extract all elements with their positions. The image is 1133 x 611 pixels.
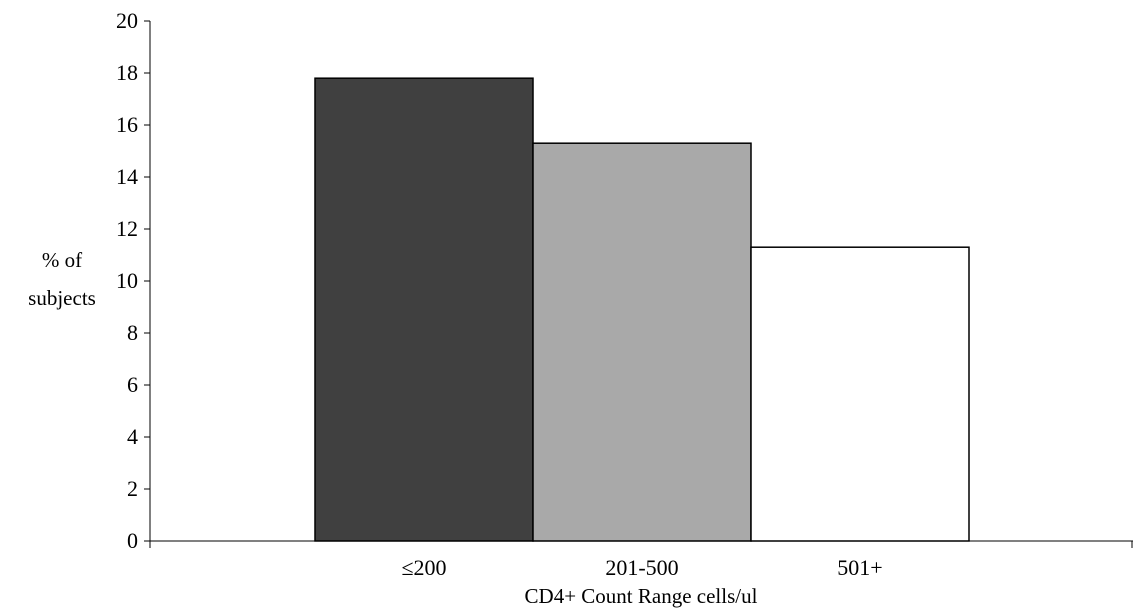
y-tick-label: 0 xyxy=(127,528,138,553)
y-tick-label: 8 xyxy=(127,320,138,345)
y-tick-label: 12 xyxy=(116,216,138,241)
y-axis-title-line-2: subjects xyxy=(28,286,96,310)
y-axis-title-line-1: % of xyxy=(42,248,82,272)
x-tick-label: 201-500 xyxy=(605,555,678,580)
y-tick-label: 14 xyxy=(116,164,138,189)
x-tick-label: ≤200 xyxy=(401,555,446,580)
y-tick-label: 18 xyxy=(116,60,138,85)
x-axis-title: CD4+ Count Range cells/ul xyxy=(525,584,758,608)
y-tick-label: 20 xyxy=(116,8,138,33)
x-tick-label: 501+ xyxy=(837,555,882,580)
bar xyxy=(532,142,752,542)
x-tick-labels: ≤200 201-500 501+ xyxy=(149,541,1133,580)
y-tick-label: 10 xyxy=(116,268,138,293)
bar xyxy=(314,77,534,542)
y-tick-label: 2 xyxy=(127,476,138,501)
y-tick-label: 4 xyxy=(127,424,138,449)
y-tick-label: 6 xyxy=(127,372,138,397)
bars xyxy=(314,77,970,542)
bar xyxy=(750,246,970,542)
y-tick-label: 16 xyxy=(116,112,138,137)
y-tick-labels: 0 2 4 6 8 10 12 14 16 18 20 xyxy=(116,8,150,553)
